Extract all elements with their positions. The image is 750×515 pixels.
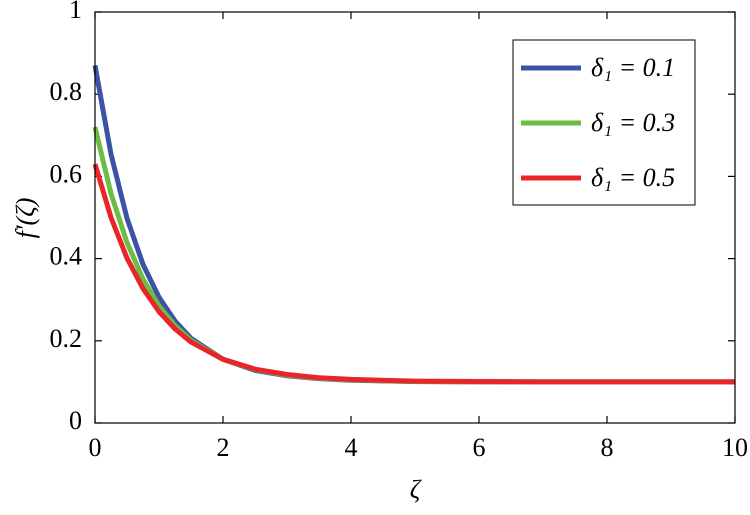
y-tick-label: 0.8 [50,77,83,106]
y-tick-label: 0.6 [50,159,83,188]
legend-label: δ₁ = 0.1 [591,53,675,82]
legend-label: δ₁ = 0.3 [591,108,675,137]
y-tick-label: 0 [69,406,82,435]
x-tick-label: 6 [473,433,486,462]
x-tick-label: 0 [89,433,102,462]
x-tick-label: 2 [217,433,230,462]
y-tick-label: 0.2 [50,324,83,353]
x-tick-label: 4 [345,433,358,462]
legend-label: δ₁ = 0.5 [591,163,675,192]
x-tick-label: 10 [722,433,748,462]
y-tick-label: 0.4 [50,242,83,271]
plot-frame [94,11,736,424]
line-series [92,163,735,385]
x-tick-label: 8 [601,433,614,462]
y-tick-label: 1 [69,0,82,24]
y-axis-label: f′(ζ) [11,198,40,239]
x-axis-label: ζ [410,475,422,504]
